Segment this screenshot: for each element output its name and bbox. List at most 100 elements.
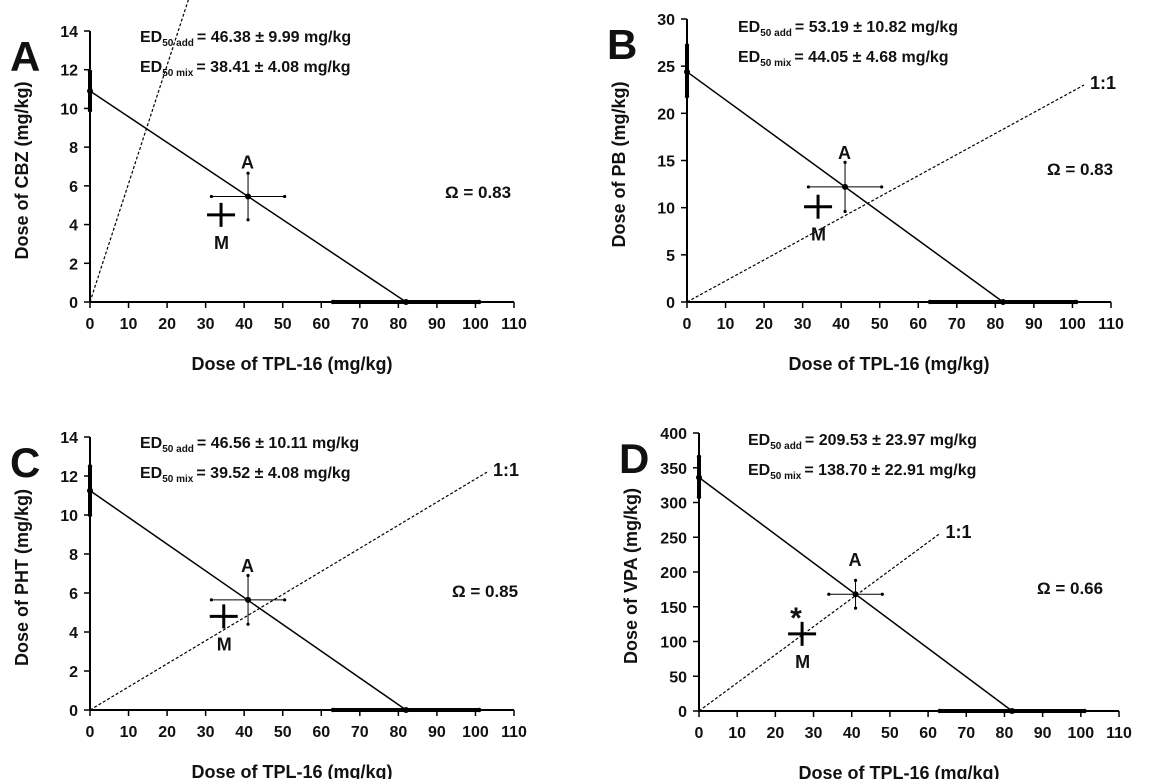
drug-ed50-high-cap: [696, 454, 702, 459]
y-tick-label: 100: [660, 635, 687, 652]
tpl-ed50-high-cap: [1074, 299, 1079, 305]
ed-subscript: 50 mix: [770, 471, 802, 482]
x-tick-label: 30: [805, 725, 823, 742]
x-tick-label: 100: [1059, 316, 1086, 333]
x-tick-label: 90: [428, 724, 446, 741]
tpl-ed50-high-cap: [477, 707, 482, 713]
point-a-error-cap: [880, 592, 884, 596]
panel-c: 0 10 20 30 40 50 60 70 80 90 100 110 0 2 4 6 8 10 12 14 Dose…: [10, 430, 527, 779]
x-tick-label: 10: [120, 316, 138, 333]
x-tick-label: 50: [871, 316, 889, 333]
panel-letter: A: [10, 33, 40, 80]
y-tick-label: 14: [60, 430, 78, 447]
y-tick-label: 14: [60, 24, 78, 41]
x-tick-label: 110: [1098, 316, 1124, 333]
y-tick-label: 8: [69, 547, 78, 564]
x-tick-label: 90: [1034, 725, 1052, 742]
drug-ed50-point: [696, 474, 702, 481]
x-tick-label: 100: [462, 316, 489, 333]
point-a-error-cap: [853, 578, 858, 582]
point-a-error-cap: [880, 185, 884, 189]
point-a: [245, 193, 252, 200]
x-tick-label: 50: [274, 724, 292, 741]
x-tick-label: 100: [462, 724, 489, 741]
y-axis-label: Dose of PHT (mg/kg): [12, 489, 32, 666]
x-tick-label: 50: [274, 316, 292, 333]
point-a-error-cap: [246, 218, 250, 222]
x-tick-label: 60: [312, 316, 330, 333]
panel-a: 0 10 20 30 40 50 60 70 80 90 100 110 0 2 4 6 8 10 12 14 Dose…: [10, 0, 527, 374]
x-tick-label: 80: [389, 724, 407, 741]
ed-value: = 53.19 ± 10.82 mg/kg: [795, 19, 958, 36]
x-tick-label: 20: [158, 724, 176, 741]
panel-d: 0 10 20 30 40 50 60 70 80 90 100 110 0 50 100 150 200 250…: [619, 426, 1132, 779]
tpl-ed50-high-cap: [477, 299, 482, 305]
x-tick-label: 60: [909, 316, 927, 333]
ed-subscript: 50 mix: [162, 474, 194, 485]
tpl-ed50-low-cap: [330, 707, 336, 713]
y-axis-label: Dose of CBZ (mg/kg): [12, 81, 32, 259]
tpl-ed50-low-cap: [937, 708, 942, 714]
point-a-label: A: [241, 153, 254, 173]
y-tick-label: 50: [669, 669, 687, 686]
drug-ed50-low-cap: [684, 94, 690, 99]
point-a-label: A: [849, 550, 862, 570]
y-tick-label: 12: [60, 63, 78, 80]
panel-b: 0 10 20 30 40 50 60 70 80 90 100 110 0 5 10 15 20 25 30 Dos…: [607, 12, 1124, 374]
drug-ed50-point: [87, 487, 93, 494]
drug-ed50-point: [684, 68, 690, 75]
y-tick-label: 10: [657, 201, 675, 218]
y-tick-label: 30: [657, 12, 675, 29]
ed50-add-annotation: ED50 add = 53.19 ± 10.82 mg/kg: [738, 19, 958, 39]
x-tick-label: 80: [996, 725, 1014, 742]
tpl-ed50-low-cap: [927, 299, 933, 305]
fixed-ratio-line: [698, 533, 940, 712]
x-tick-label: 40: [235, 724, 253, 741]
y-tick-label: 200: [660, 565, 687, 582]
x-tick-label: 50: [881, 725, 899, 742]
tpl-ed50-low-cap: [330, 299, 336, 305]
ed-prefix: ED: [140, 435, 162, 452]
x-tick-label: 0: [683, 316, 692, 333]
y-tick-label: 350: [660, 461, 687, 478]
x-tick-label: 40: [832, 316, 850, 333]
x-tick-label: 0: [695, 725, 704, 742]
ed-subscript: 50 add: [162, 38, 194, 49]
x-tick-label: 30: [197, 316, 215, 333]
ed-prefix: ED: [748, 432, 770, 449]
tpl-ed50-high-cap: [1082, 708, 1087, 714]
y-tick-label: 4: [69, 218, 78, 235]
point-a-error-cap: [283, 598, 287, 602]
tpl-ed50-point: [1000, 299, 1007, 305]
ed-prefix: ED: [748, 462, 770, 479]
y-tick-label: 0: [69, 703, 78, 720]
ed-prefix: ED: [140, 29, 162, 46]
ed-prefix: ED: [738, 19, 760, 36]
x-tick-label: 70: [351, 724, 369, 741]
y-tick-label: 10: [60, 508, 78, 525]
point-m-label: M: [217, 634, 232, 654]
point-a-error-cap: [283, 194, 287, 199]
y-tick-label: 10: [60, 101, 78, 118]
ratio-label: 1:1: [493, 460, 519, 480]
interaction-index: Ω = 0.83: [1047, 160, 1113, 179]
drug-ed50-low-cap: [87, 108, 93, 113]
y-tick-label: 20: [657, 106, 675, 123]
drug-ed50-low-cap: [696, 494, 702, 500]
panel-letter: D: [619, 435, 649, 482]
drug-ed50-high-cap: [87, 69, 93, 74]
ed-prefix: ED: [738, 49, 760, 66]
panel-letter: B: [607, 21, 637, 68]
y-tick-label: 250: [660, 530, 687, 547]
drug-ed50-high-cap: [87, 464, 93, 469]
ed50-add-annotation: ED50 add = 46.56 ± 10.11 mg/kg: [140, 435, 359, 455]
x-tick-label: 110: [501, 316, 527, 333]
x-tick-label: 90: [428, 316, 446, 333]
interaction-index: Ω = 0.83: [445, 183, 511, 202]
y-axis-label: Dose of PB (mg/kg): [609, 81, 629, 247]
x-tick-label: 100: [1067, 725, 1094, 742]
ed-value: = 46.38 ± 9.99 mg/kg: [197, 29, 351, 46]
x-tick-label: 10: [717, 316, 735, 333]
ed50-mix-annotation: ED50 mix = 38.41 ± 4.08 mg/kg: [140, 59, 351, 79]
